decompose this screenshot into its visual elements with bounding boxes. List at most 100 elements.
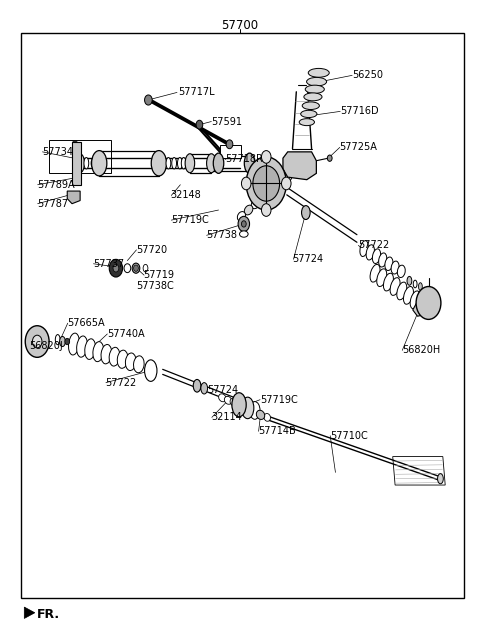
Ellipse shape xyxy=(230,398,238,406)
Text: 32148: 32148 xyxy=(171,190,202,201)
Ellipse shape xyxy=(241,397,254,418)
Circle shape xyxy=(25,326,49,358)
Ellipse shape xyxy=(69,333,79,355)
Ellipse shape xyxy=(305,85,324,93)
Ellipse shape xyxy=(273,180,283,190)
Ellipse shape xyxy=(213,153,224,173)
Text: 56820J: 56820J xyxy=(29,341,63,351)
Ellipse shape xyxy=(423,302,427,310)
Ellipse shape xyxy=(265,186,275,196)
Text: 57734: 57734 xyxy=(42,147,73,157)
Circle shape xyxy=(253,166,280,201)
Polygon shape xyxy=(37,333,48,350)
Ellipse shape xyxy=(258,192,267,203)
Circle shape xyxy=(65,338,70,345)
Circle shape xyxy=(33,335,42,348)
Text: 57724: 57724 xyxy=(207,385,239,395)
Ellipse shape xyxy=(419,283,422,290)
Text: 57724: 57724 xyxy=(292,255,324,264)
Ellipse shape xyxy=(55,335,60,345)
Text: 57737: 57737 xyxy=(93,258,124,269)
Ellipse shape xyxy=(125,353,136,371)
Polygon shape xyxy=(73,142,80,156)
Ellipse shape xyxy=(360,241,368,257)
Ellipse shape xyxy=(391,261,399,274)
Polygon shape xyxy=(67,191,80,204)
Bar xyxy=(72,142,81,185)
Ellipse shape xyxy=(224,396,232,404)
Text: 57738: 57738 xyxy=(206,231,238,240)
Ellipse shape xyxy=(385,257,393,271)
Polygon shape xyxy=(413,303,429,316)
Circle shape xyxy=(416,286,441,319)
Circle shape xyxy=(262,150,271,163)
Ellipse shape xyxy=(101,344,112,364)
Ellipse shape xyxy=(206,154,216,173)
Ellipse shape xyxy=(244,153,255,173)
Ellipse shape xyxy=(390,277,400,295)
Ellipse shape xyxy=(379,253,387,267)
Ellipse shape xyxy=(232,392,246,417)
Ellipse shape xyxy=(438,474,444,484)
Ellipse shape xyxy=(299,119,314,126)
Circle shape xyxy=(226,140,233,149)
Text: 57719: 57719 xyxy=(144,270,175,280)
Ellipse shape xyxy=(244,205,253,215)
Ellipse shape xyxy=(250,401,260,419)
Ellipse shape xyxy=(252,199,260,209)
Ellipse shape xyxy=(172,157,177,169)
Ellipse shape xyxy=(201,383,207,394)
Text: FR.: FR. xyxy=(37,608,60,621)
Ellipse shape xyxy=(366,244,374,260)
Polygon shape xyxy=(393,457,445,485)
Ellipse shape xyxy=(240,231,248,237)
Ellipse shape xyxy=(132,263,140,273)
Text: 57710C: 57710C xyxy=(330,431,368,441)
Text: 32114: 32114 xyxy=(211,412,242,422)
Ellipse shape xyxy=(418,298,423,308)
Circle shape xyxy=(281,177,291,190)
Text: 57722: 57722 xyxy=(106,378,137,387)
Polygon shape xyxy=(49,140,111,173)
Ellipse shape xyxy=(407,276,412,285)
Ellipse shape xyxy=(404,286,413,304)
Circle shape xyxy=(241,221,246,227)
Ellipse shape xyxy=(133,356,144,373)
Ellipse shape xyxy=(301,206,310,220)
Text: 57722: 57722 xyxy=(359,241,390,250)
Ellipse shape xyxy=(304,93,322,101)
Ellipse shape xyxy=(185,154,195,173)
Polygon shape xyxy=(283,152,316,180)
Text: 57716D: 57716D xyxy=(340,107,379,116)
Circle shape xyxy=(133,265,138,271)
Ellipse shape xyxy=(117,350,128,368)
Polygon shape xyxy=(220,145,241,158)
Text: 57719C: 57719C xyxy=(260,395,298,404)
Circle shape xyxy=(246,157,286,210)
Text: 57740A: 57740A xyxy=(108,329,145,339)
Ellipse shape xyxy=(300,110,317,117)
Ellipse shape xyxy=(377,269,387,286)
Circle shape xyxy=(124,264,131,272)
Ellipse shape xyxy=(60,337,65,347)
Circle shape xyxy=(241,177,251,190)
Ellipse shape xyxy=(151,150,167,176)
Text: 57665A: 57665A xyxy=(67,318,105,328)
Text: 57725A: 57725A xyxy=(339,142,377,152)
Ellipse shape xyxy=(302,102,319,109)
Ellipse shape xyxy=(308,69,329,77)
Ellipse shape xyxy=(264,413,271,421)
Circle shape xyxy=(238,217,250,232)
Text: 57719C: 57719C xyxy=(171,215,208,225)
Ellipse shape xyxy=(410,291,420,309)
Ellipse shape xyxy=(166,157,171,169)
Ellipse shape xyxy=(307,77,326,86)
Bar xyxy=(22,33,464,598)
Text: 57720: 57720 xyxy=(136,245,167,255)
Ellipse shape xyxy=(92,150,107,176)
Text: 57717L: 57717L xyxy=(178,88,215,97)
Circle shape xyxy=(113,264,119,272)
Ellipse shape xyxy=(143,264,148,272)
Ellipse shape xyxy=(181,157,186,169)
Ellipse shape xyxy=(77,336,87,358)
